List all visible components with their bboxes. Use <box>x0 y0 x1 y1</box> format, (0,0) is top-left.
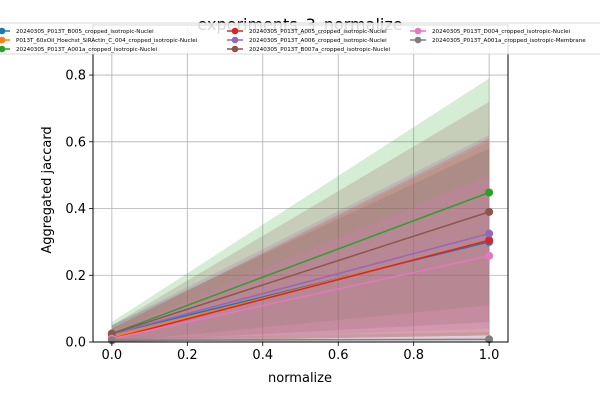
legend-item: 20240305_P013T_A001a_cropped_isotropic-M… <box>410 36 586 44</box>
legend-swatch-marker <box>0 36 6 44</box>
series-line <box>111 191 490 335</box>
legend-item: 20240305_P013T_A001a_cropped_isotropic-N… <box>0 45 158 53</box>
legend-label: 20240305_P013T_A001a_cropped_isotropic-M… <box>432 38 586 44</box>
data-point <box>485 335 494 344</box>
x-axis-label: normalize <box>268 371 332 386</box>
legend-label: 20240305_P013T_A001a_cropped_isotropic-N… <box>16 47 158 53</box>
x-tick-label: 0.2 <box>177 348 198 363</box>
legend-label: 20240305_P013T_D004_cropped_isotropic-Nu… <box>432 29 571 35</box>
confidence-band <box>111 141 490 342</box>
series-lines <box>111 191 490 342</box>
legend-label: 20240305_P013T_B005_cropped_isotropic-Nu… <box>16 29 154 35</box>
ticks: 0.0 0.2 0.4 0.6 0.8 1.0 0.0 0.2 0.4 0.6 0.8 <box>65 69 499 363</box>
legend-swatch-marker <box>231 36 239 44</box>
y-axis-label: Aggregated jaccard <box>40 126 55 253</box>
legend-swatch-marker <box>414 27 422 35</box>
x-tick-label: 1.0 <box>479 348 500 363</box>
y-tick-label: 0.8 <box>65 69 86 84</box>
grid <box>93 25 508 343</box>
legend: 20240305_P013T_B005_cropped_isotropic-Nu… <box>0 22 600 55</box>
legend-box <box>0 22 600 55</box>
data-point <box>485 188 494 197</box>
x-tick-label: 0.6 <box>328 348 349 363</box>
y-tick-label: 0.6 <box>65 135 86 150</box>
series-line <box>111 239 490 340</box>
data-point <box>485 236 494 245</box>
legend-label: P013T_60xOil_Hoechst_SiRActin_C_004_crop… <box>16 38 198 44</box>
confidence-band <box>111 175 490 342</box>
legend-swatch-marker <box>414 36 422 44</box>
legend-label: 20240305_P013T_B007a_cropped_isotropic-N… <box>249 47 391 53</box>
data-point <box>485 229 494 238</box>
x-tick-label: 0.4 <box>252 348 273 363</box>
confidence-band <box>111 101 490 342</box>
legend-label: 20240305_P013T_A005_cropped_isotropic-Nu… <box>249 29 387 35</box>
data-point <box>485 207 494 216</box>
confidence-band <box>111 138 490 342</box>
y-tick-label: 0.2 <box>65 269 86 284</box>
legend-item: 20240305_P013T_B007a_cropped_isotropic-N… <box>227 45 391 53</box>
legend-swatch-marker <box>231 27 239 35</box>
series-line <box>111 338 490 342</box>
confidence-band <box>111 135 490 342</box>
x-tick-label: 0.0 <box>102 348 123 363</box>
legend-item: 20240305_P013T_B005_cropped_isotropic-Nu… <box>0 27 154 35</box>
series-points <box>107 188 494 345</box>
series-line <box>111 232 490 335</box>
legend-item: P013T_60xOil_Hoechst_SiRActin_C_004_crop… <box>0 36 198 44</box>
confidence-bands <box>111 78 490 343</box>
legend-item: 20240305_P013T_A006_cropped_isotropic-Nu… <box>227 36 387 44</box>
y-tick-label: 0.4 <box>65 202 86 217</box>
confidence-band <box>111 148 490 342</box>
legend-swatch-marker <box>0 27 6 35</box>
series-line <box>111 211 490 335</box>
x-tick-label: 0.8 <box>403 348 424 363</box>
y-tick-label: 0.0 <box>65 336 86 351</box>
legend-label: 20240305_P013T_A006_cropped_isotropic-Nu… <box>249 38 387 44</box>
data-point <box>485 251 494 260</box>
legend-swatch-marker <box>0 45 6 53</box>
legend-swatch-marker <box>231 45 239 53</box>
legend-item: 20240305_P013T_D004_cropped_isotropic-Nu… <box>410 27 571 35</box>
series-line <box>111 255 490 340</box>
legend-item: 20240305_P013T_A005_cropped_isotropic-Nu… <box>227 27 387 35</box>
